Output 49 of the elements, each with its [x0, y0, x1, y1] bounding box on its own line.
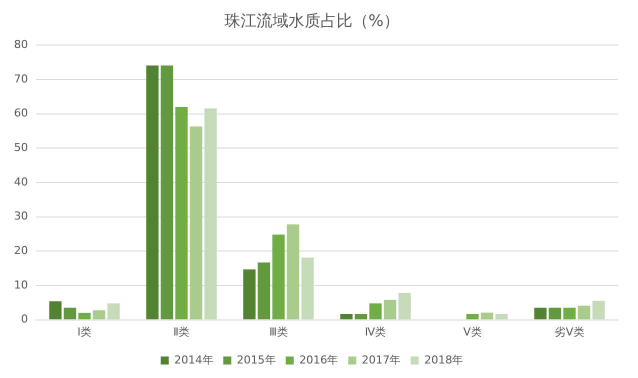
bar [495, 314, 508, 320]
legend-label: 2018年 [424, 353, 464, 366]
bar [258, 262, 270, 320]
bar [563, 308, 576, 320]
x-tick-label: Ⅱ类 [173, 325, 190, 338]
bar [548, 308, 562, 320]
bar [340, 314, 353, 320]
bar [160, 65, 174, 320]
bar [107, 303, 120, 320]
bar [204, 108, 217, 320]
bar [64, 308, 76, 320]
x-tick-label: Ⅳ类 [364, 325, 386, 338]
y-tick-label: 60 [14, 106, 28, 120]
y-tick-label: 50 [14, 141, 28, 154]
bar [354, 314, 368, 320]
bar [398, 293, 411, 320]
bar [190, 126, 202, 320]
bar [480, 312, 494, 320]
y-tick-label: 20 [14, 244, 28, 258]
legend-label: 2015年 [236, 353, 276, 366]
bar [384, 300, 396, 320]
bar [466, 314, 479, 320]
y-tick-label: 70 [14, 72, 28, 86]
y-tick-label: 0 [20, 312, 28, 326]
y-tick-label: 10 [14, 278, 28, 292]
chart-title: 珠江流域水质占比（%） [224, 10, 400, 30]
bar [92, 310, 106, 320]
bar [146, 65, 159, 320]
bar [578, 306, 590, 320]
y-tick-label: 40 [14, 175, 28, 188]
bar [175, 106, 188, 320]
bar [49, 301, 62, 320]
bar [592, 300, 605, 320]
bar [78, 312, 91, 320]
legend-label: 2016年 [299, 353, 338, 366]
bar [301, 258, 314, 320]
bar [272, 234, 285, 320]
bar [243, 269, 256, 320]
legend-label: 2017年 [362, 353, 401, 366]
x-tick-label: Ⅰ类 [77, 325, 92, 338]
y-tick-label: 80 [14, 38, 28, 52]
x-tick-label: Ⅴ类 [463, 325, 482, 338]
legend-label: 2014年 [174, 353, 214, 366]
bar [286, 224, 300, 320]
bar [534, 308, 547, 320]
bar [369, 303, 382, 320]
x-tick-label: Ⅲ类 [269, 325, 288, 338]
x-tick-label: 劣Ⅴ类 [554, 325, 584, 338]
y-tick-label: 30 [14, 210, 28, 223]
